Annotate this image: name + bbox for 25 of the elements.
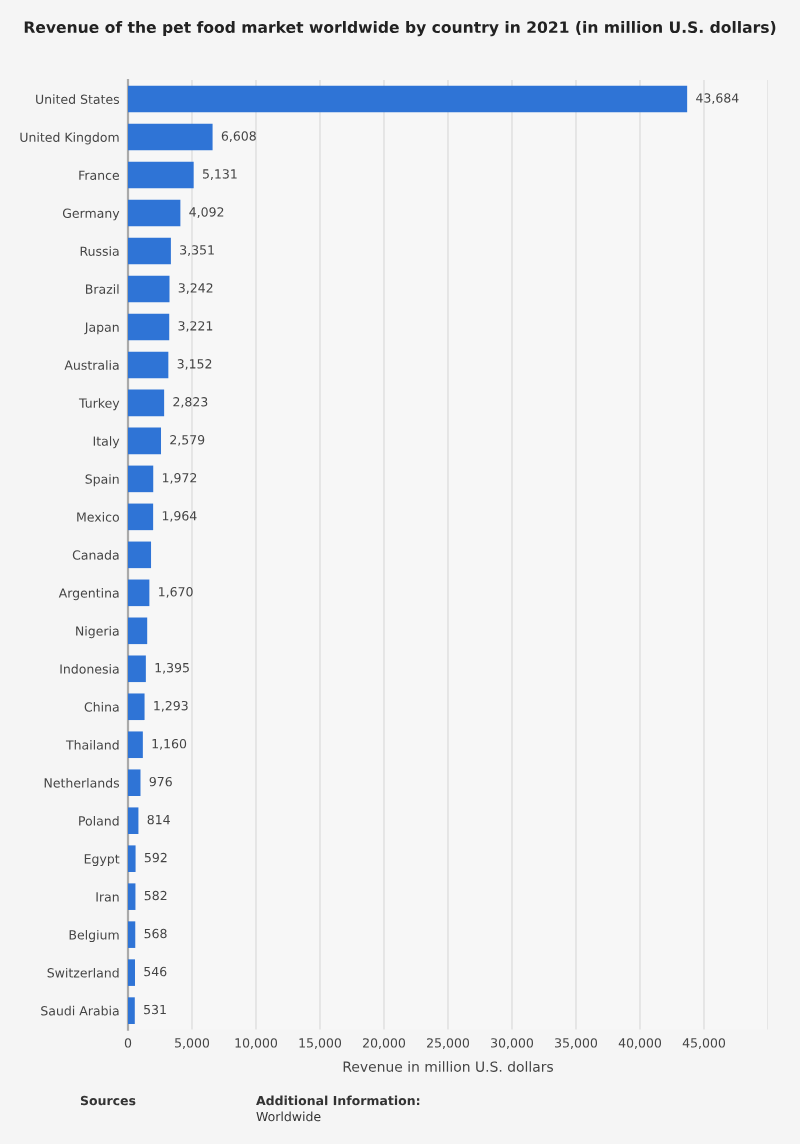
bar	[128, 693, 145, 721]
bar	[128, 655, 146, 683]
bar	[128, 237, 171, 265]
bar	[128, 503, 154, 531]
bar	[128, 579, 150, 607]
bar	[128, 883, 136, 910]
bar	[128, 541, 152, 569]
bar	[128, 731, 143, 759]
bar	[128, 275, 170, 303]
bar	[128, 351, 169, 379]
bar	[128, 389, 165, 417]
bar	[128, 161, 194, 189]
bar	[128, 427, 162, 455]
bar	[128, 313, 170, 341]
bar	[128, 85, 688, 113]
bar	[128, 807, 139, 834]
bar	[128, 845, 136, 872]
bar	[128, 997, 135, 1024]
bar	[128, 769, 141, 797]
bar	[128, 123, 213, 151]
bar	[128, 617, 148, 645]
bar	[128, 959, 135, 986]
bar	[128, 199, 181, 227]
bar	[128, 465, 154, 493]
bar	[128, 921, 136, 948]
